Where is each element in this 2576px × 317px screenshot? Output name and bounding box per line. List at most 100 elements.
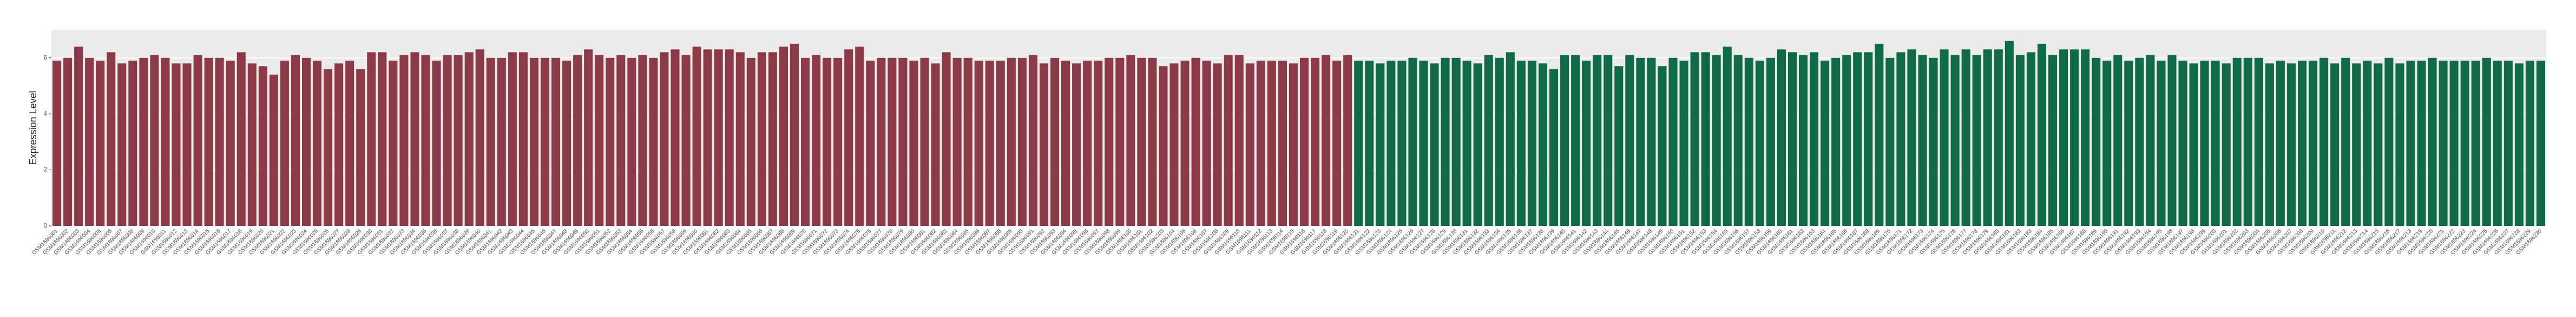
bar xyxy=(1950,55,1960,227)
bar xyxy=(898,57,908,226)
bar xyxy=(963,57,972,226)
bar xyxy=(2135,57,2144,226)
bar xyxy=(801,57,810,226)
bar xyxy=(823,57,832,226)
bar xyxy=(454,55,463,227)
bar xyxy=(2406,60,2415,226)
bar xyxy=(2243,57,2252,226)
bar xyxy=(1701,52,1710,226)
bar xyxy=(529,57,538,226)
bar xyxy=(768,52,777,226)
bar xyxy=(475,49,484,226)
bar xyxy=(1311,57,1320,226)
bar xyxy=(2536,60,2545,226)
bar xyxy=(204,57,213,226)
bar xyxy=(1354,60,1363,226)
bar xyxy=(356,69,365,227)
bar xyxy=(486,57,495,226)
bar xyxy=(1560,55,1569,227)
bar xyxy=(1451,57,1461,226)
bar xyxy=(1647,57,1656,226)
bar xyxy=(161,57,170,226)
bar xyxy=(2113,55,2122,227)
bar xyxy=(692,47,701,227)
bar xyxy=(1408,57,1417,226)
bar xyxy=(1766,57,1775,226)
bar xyxy=(671,49,680,226)
bar xyxy=(2157,60,2166,226)
bar xyxy=(2460,60,2469,226)
bar xyxy=(974,60,983,226)
bar xyxy=(833,57,843,226)
bar xyxy=(1083,60,1092,226)
bar xyxy=(1755,60,1764,226)
bar xyxy=(2363,60,2372,226)
bar xyxy=(2395,63,2404,227)
bar xyxy=(128,60,137,226)
bar xyxy=(1365,60,1374,226)
bar xyxy=(920,57,929,226)
bar xyxy=(757,52,766,226)
bar xyxy=(779,47,788,227)
bar xyxy=(2178,60,2187,226)
bar xyxy=(497,57,506,226)
bar xyxy=(2286,63,2296,227)
bar xyxy=(2384,57,2394,226)
bar xyxy=(1126,55,1135,227)
bar xyxy=(2232,57,2242,226)
bar xyxy=(931,63,940,227)
bar xyxy=(1267,60,1276,226)
bar xyxy=(1386,60,1396,226)
bar xyxy=(1343,55,1352,227)
bar xyxy=(1061,60,1070,226)
bar xyxy=(1929,57,1938,226)
bar xyxy=(107,52,116,226)
bar xyxy=(443,55,452,227)
bar xyxy=(855,47,864,227)
bar xyxy=(2059,49,2068,226)
bar xyxy=(2081,49,2090,226)
y-axis-title: Expression Level xyxy=(28,90,38,165)
bar xyxy=(1875,43,1884,226)
bar xyxy=(1050,57,1060,226)
bar xyxy=(139,57,148,226)
bar xyxy=(681,55,691,227)
bar xyxy=(1322,55,1331,227)
bar xyxy=(725,49,734,226)
bar xyxy=(2525,60,2534,226)
bar xyxy=(247,63,257,227)
bar xyxy=(703,49,712,226)
bar xyxy=(508,52,517,226)
bar xyxy=(1245,63,1254,227)
bar xyxy=(2319,57,2329,226)
bar xyxy=(399,55,409,227)
bar xyxy=(1397,60,1407,226)
bar xyxy=(1484,55,1493,227)
y-tick-label: 2 xyxy=(43,166,47,173)
bar xyxy=(1148,57,1157,226)
bar xyxy=(2276,60,2285,226)
bar xyxy=(1972,55,1981,227)
bar xyxy=(367,52,376,226)
bar xyxy=(2092,57,2101,226)
bar xyxy=(1462,60,1471,226)
bar xyxy=(877,57,886,226)
bar xyxy=(1159,66,1168,226)
bar xyxy=(952,57,962,226)
bar xyxy=(660,52,669,226)
bar xyxy=(2037,43,2046,226)
bar xyxy=(551,57,561,226)
bar xyxy=(1636,57,1645,226)
bar xyxy=(996,60,1005,226)
bar xyxy=(334,63,344,227)
bar xyxy=(595,55,604,227)
bar xyxy=(2005,41,2014,226)
bar xyxy=(1516,60,1526,226)
bar xyxy=(1202,60,1211,226)
bar xyxy=(1810,52,1819,226)
bar xyxy=(2124,60,2133,226)
bar xyxy=(985,60,994,226)
bar xyxy=(790,43,799,226)
